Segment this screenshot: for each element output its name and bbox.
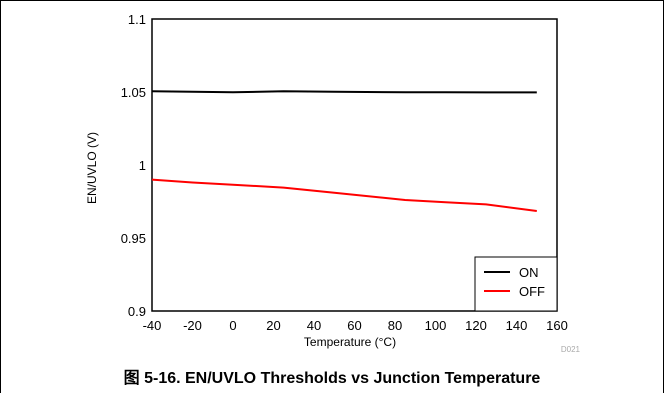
x-tick-label: 100 — [425, 318, 447, 333]
y-tick-label: 0.9 — [128, 304, 146, 319]
y-tick-label: 0.95 — [121, 231, 146, 246]
legend-box — [474, 256, 558, 312]
series-line-off — [151, 178, 537, 212]
x-tick-label: 140 — [506, 318, 528, 333]
y-axis-label: EN/UVLO (V) — [85, 132, 99, 204]
x-axis-label: Temperature (°C) — [304, 335, 396, 349]
figure-caption: 图 5-16. EN/UVLO Thresholds vs Junction T… — [123, 370, 541, 387]
x-tick-label: -20 — [183, 318, 202, 333]
x-tick-label: 120 — [465, 318, 487, 333]
legend-label-off: OFF — [519, 284, 545, 299]
x-tick-label: 20 — [266, 318, 280, 333]
x-tick-label: 80 — [388, 318, 402, 333]
plot-border — [151, 18, 558, 312]
x-tick-label: 0 — [229, 318, 236, 333]
x-tick-label: -40 — [143, 318, 162, 333]
x-tick-label: 40 — [307, 318, 321, 333]
series-layer — [151, 90, 537, 212]
tick-labels: -40 -20 0 20 40 60 80 100 120 140 160 0.9 0.95 1 1.05 1… — [121, 12, 568, 333]
x-tick-label: 60 — [347, 318, 361, 333]
y-tick-label: 1 — [139, 158, 146, 173]
y-tick-label: 1.05 — [121, 85, 146, 100]
series-line-on — [151, 90, 537, 94]
legend-label-on: ON — [519, 265, 539, 280]
x-tick-label: 160 — [546, 318, 568, 333]
figure-code: D021 — [561, 345, 581, 354]
legend: ON OFF — [474, 256, 558, 312]
y-tick-label: 1.1 — [128, 12, 146, 27]
